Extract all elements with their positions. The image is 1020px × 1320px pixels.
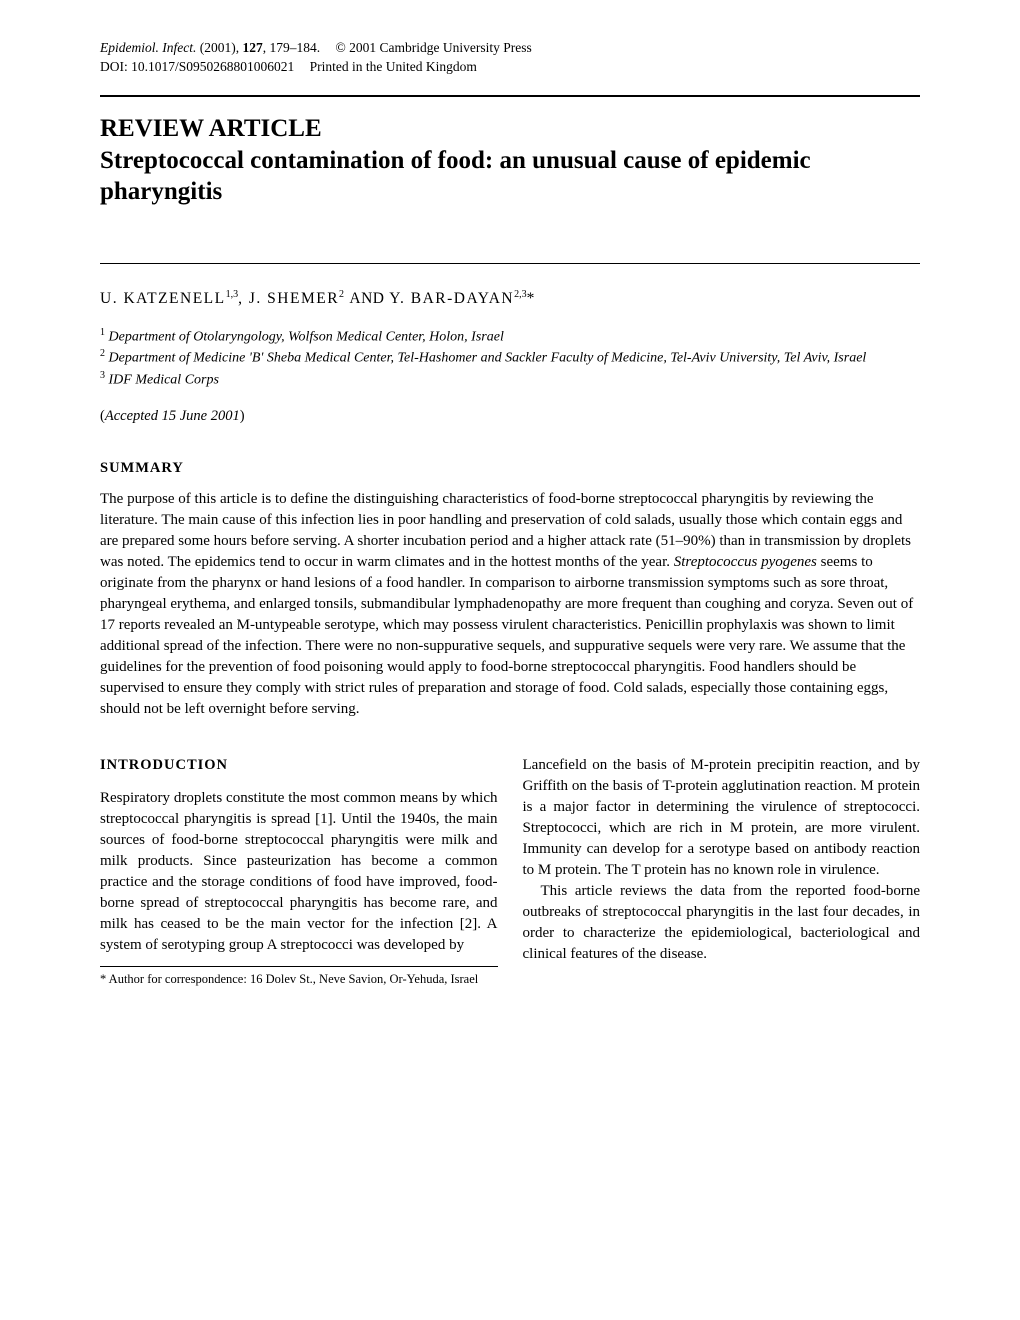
summary-text: The purpose of this article is to define…: [100, 489, 920, 720]
author-3: Y. BAR-DAYAN: [385, 290, 515, 307]
volume: 127: [242, 40, 262, 55]
intro-left-text: Respiratory droplets constitute the most…: [100, 788, 498, 956]
sep-1: , J. SHEMER: [238, 290, 339, 307]
correspondence-footnote: * Author for correspondence: 16 Dolev St…: [100, 971, 498, 987]
author-1-sup: 1,3: [226, 289, 239, 300]
affiliations: 1 Department of Otolaryngology, Wolfson …: [100, 326, 920, 391]
author-3-sup: 2,3: [514, 289, 527, 300]
copyright: © 2001 Cambridge University Press: [335, 40, 531, 55]
journal-name: Epidemiol. Infect.: [100, 40, 196, 55]
two-column-layout: INTRODUCTION Respiratory droplets consti…: [100, 755, 920, 987]
author-1: U. KATZENELL: [100, 290, 226, 307]
article-title: Streptococcal contamination of food: an …: [100, 145, 920, 208]
mid-rule: [100, 263, 920, 264]
article-type: REVIEW ARTICLE: [100, 115, 920, 143]
summary-heading: SUMMARY: [100, 460, 920, 477]
right-column: Lancefield on the basis of M-protein pre…: [523, 755, 921, 987]
left-column: INTRODUCTION Respiratory droplets consti…: [100, 755, 498, 987]
affiliation-2: 2 Department of Medicine 'B' Sheba Medic…: [100, 347, 920, 369]
asterisk: *: [527, 290, 536, 307]
authors-line: U. KATZENELL1,3, J. SHEMER2 AND Y. BAR-D…: [100, 289, 920, 308]
doi: DOI: 10.1017/S0950268801006021: [100, 59, 294, 74]
doi-line: DOI: 10.1017/S0950268801006021 Printed i…: [100, 59, 920, 75]
top-rule: [100, 95, 920, 97]
affiliation-1: 1 Department of Otolaryngology, Wolfson …: [100, 326, 920, 348]
printed-in: Printed in the United Kingdom: [310, 59, 477, 74]
accepted-date: (Accepted 15 June 2001): [100, 408, 920, 425]
footnote-rule: [100, 966, 498, 967]
pages: , 179–184.: [263, 40, 320, 55]
species-name: Streptococcus pyogenes: [674, 554, 817, 570]
journal-header: Epidemiol. Infect. (2001), 127, 179–184.…: [100, 40, 920, 56]
intro-right-para2: This article reviews the data from the r…: [523, 881, 921, 965]
affiliation-3: 3 IDF Medical Corps: [100, 369, 920, 391]
intro-right-para1: Lancefield on the basis of M-protein pre…: [523, 755, 921, 881]
intro-heading: INTRODUCTION: [100, 755, 498, 775]
summary-part2: seems to originate from the pharynx or h…: [100, 554, 913, 717]
and-text: AND: [349, 290, 384, 307]
year-vol: (2001),: [196, 40, 242, 55]
